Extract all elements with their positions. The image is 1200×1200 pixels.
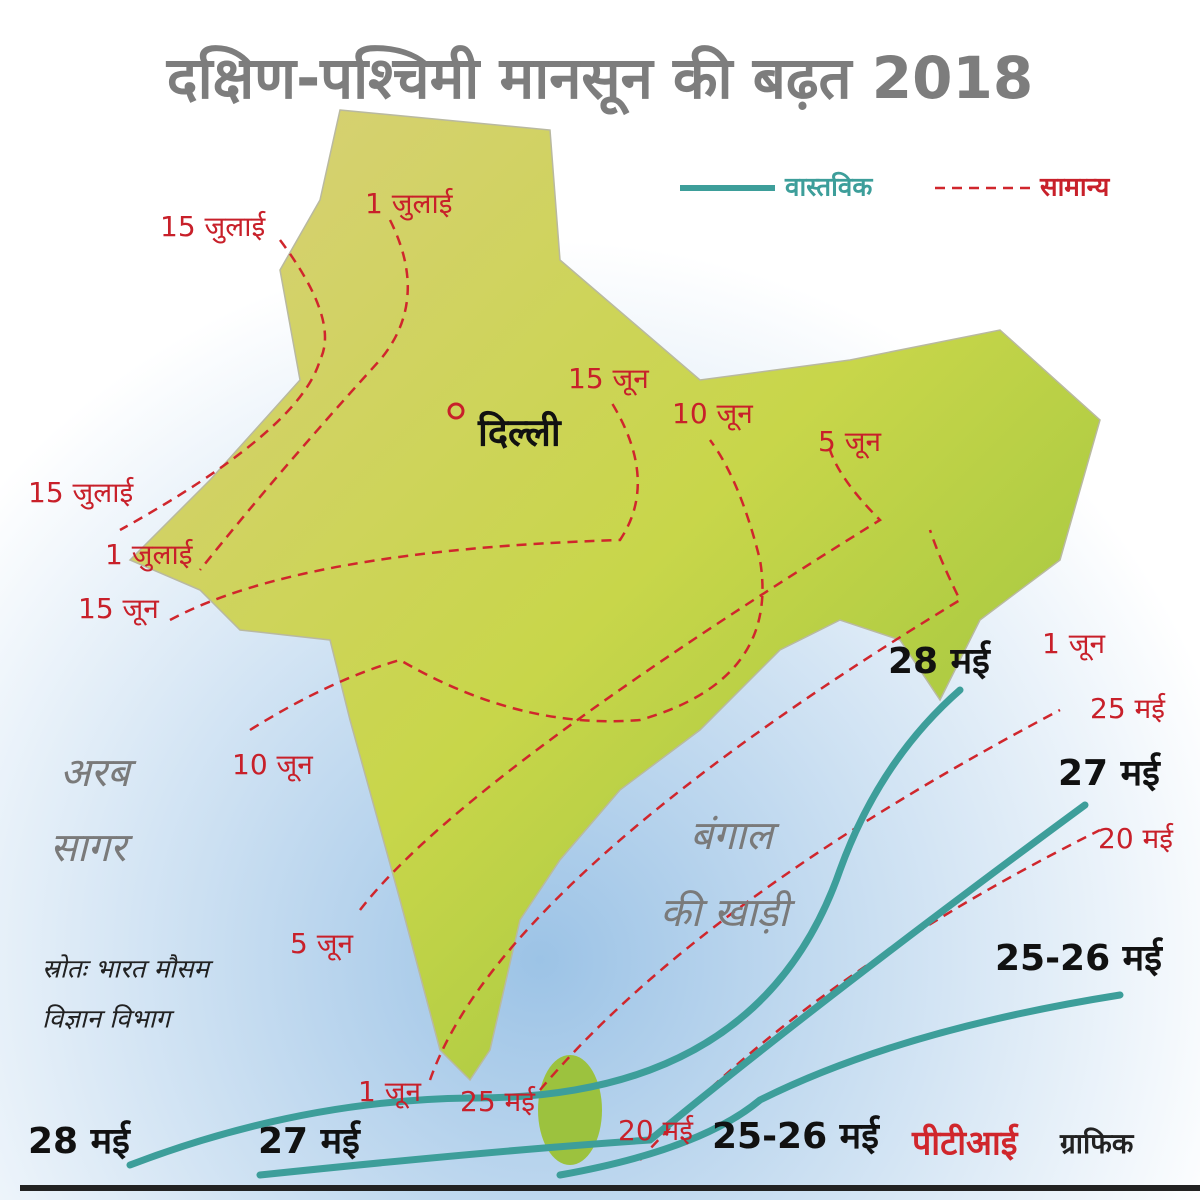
normal-line: [119, 239, 327, 532]
delhi-marker: [447, 402, 465, 420]
normal-label: 1 जुलाई: [105, 538, 194, 572]
normal-label: 1 जून: [1042, 627, 1105, 661]
legend-normal: सामान्य: [1039, 173, 1110, 203]
normal-label: 25 मई: [460, 1085, 536, 1118]
normal-line: [249, 439, 764, 732]
actual-label: 27 मई: [1058, 752, 1162, 794]
actual-line: [556, 991, 1124, 1179]
normal-label: 15 जुलाई: [160, 210, 267, 244]
legend-actual: वास्तविक: [784, 172, 873, 203]
title: दक्षिण-पश्चिमी मानसून की बढ़त 2018: [166, 44, 1033, 116]
normal-label: 25 मई: [1090, 692, 1166, 725]
normal-label: 10 जून: [672, 397, 753, 431]
sea-label: अरब: [60, 750, 137, 796]
actual-label: 28 मई: [28, 1120, 132, 1162]
normal-label: 10 जून: [232, 748, 313, 782]
normal-line: [359, 449, 882, 911]
normal-label: 5 जून: [818, 425, 881, 459]
normal-line: [169, 399, 640, 622]
source: विज्ञान विभाग: [42, 1004, 175, 1035]
normal-line: [539, 708, 1061, 1091]
credit-agency: पीटीआई: [911, 1123, 1020, 1164]
sea-label: सागर: [50, 825, 134, 871]
normal-label: 15 जुलाई: [28, 476, 135, 510]
source: स्रोतः भारत मौसम: [42, 954, 213, 985]
normal-line: [199, 219, 410, 571]
normal-label: 1 जुलाई: [365, 187, 454, 221]
bay-label: की खाड़ी: [660, 890, 796, 936]
credit-label: ग्राफिक: [1059, 1127, 1135, 1160]
normal-label: 20 मई: [618, 1114, 694, 1147]
normal-label: 5 जून: [290, 927, 353, 961]
sri-lanka: [538, 1055, 602, 1165]
normal-label: 1 जून: [358, 1075, 421, 1109]
india-land: [128, 109, 1101, 1082]
actual-label: 28 मई: [888, 640, 992, 682]
normal-label: 15 जून: [568, 362, 649, 396]
city-label: दिल्ली: [477, 411, 562, 455]
bay-label: बंगाल: [690, 813, 780, 859]
actual-line: [256, 801, 1089, 1179]
actual-label: 25-26 मई: [712, 1115, 881, 1157]
actual-label: 27 मई: [258, 1120, 362, 1162]
actual-label: 25-26 मई: [995, 937, 1164, 979]
normal-label: 20 मई: [1098, 822, 1174, 855]
actual-line: [126, 686, 964, 1169]
normal-line: [428, 529, 962, 1081]
normal-label: 15 जून: [78, 592, 159, 626]
